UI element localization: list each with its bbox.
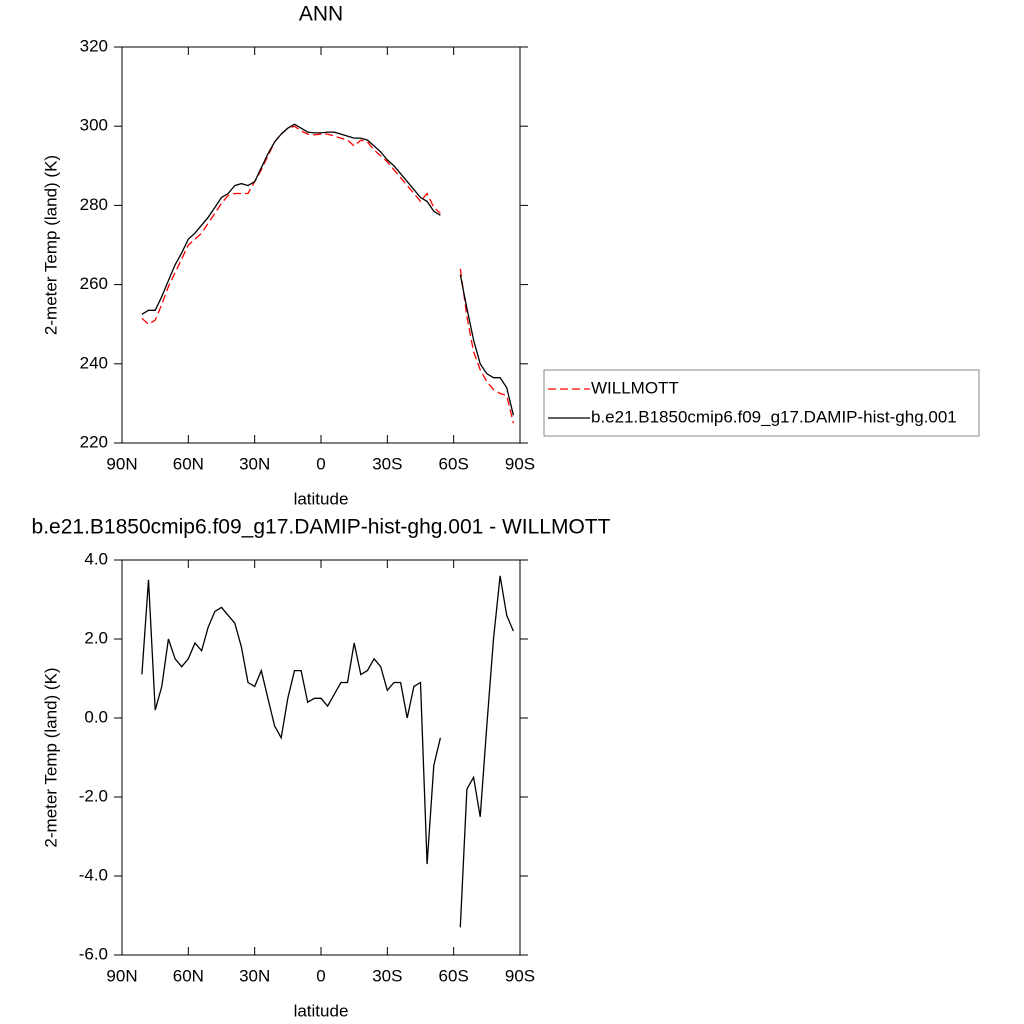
y-axis-label: 2-meter Temp (land) (K)	[41, 667, 60, 847]
y-tick-label: 320	[80, 36, 108, 55]
y-tick-label: 300	[80, 116, 108, 135]
y-tick-label: 240	[80, 353, 108, 372]
y-tick-label: 260	[80, 274, 108, 293]
chart-title: ANN	[299, 3, 343, 26]
y-tick-label: 280	[80, 195, 108, 214]
data-line	[141, 123, 515, 416]
plot-frame	[121, 46, 521, 444]
x-tick-label: 0	[316, 966, 325, 985]
y-tick-label: -2.0	[79, 786, 108, 805]
x-tick-label: 0	[316, 454, 325, 473]
y-tick-label: 4.0	[84, 549, 108, 568]
x-tick-label: 30S	[372, 966, 402, 985]
legend-box	[543, 369, 980, 437]
y-tick-label: 220	[80, 432, 108, 451]
x-axis-label: latitude	[294, 1001, 349, 1020]
x-tick-label: 60N	[173, 966, 204, 985]
x-tick-label: 90N	[106, 966, 137, 985]
data-line	[141, 125, 515, 424]
x-tick-label: 60S	[439, 454, 469, 473]
x-tick-label: 60S	[439, 966, 469, 985]
data-line	[141, 575, 514, 928]
x-tick-label: 30N	[239, 966, 270, 985]
y-tick-label: -4.0	[79, 865, 108, 884]
x-tick-label: 30S	[372, 454, 402, 473]
x-axis-label: latitude	[294, 489, 349, 508]
y-tick-label: 0.0	[84, 707, 108, 726]
y-tick-label: 2.0	[84, 628, 108, 647]
legend-label: b.e21.B1850cmip6.f09_g17.DAMIP-hist-ghg.…	[591, 407, 957, 426]
x-tick-label: 60N	[173, 454, 204, 473]
x-tick-label: 90N	[106, 454, 137, 473]
chart-title: b.e21.B1850cmip6.f09_g17.DAMIP-hist-ghg.…	[32, 516, 611, 539]
y-axis-label: 2-meter Temp (land) (K)	[41, 155, 60, 335]
x-tick-label: 90S	[505, 454, 535, 473]
legend-label: WILLMOTT	[591, 378, 679, 397]
y-tick-label: -6.0	[79, 944, 108, 963]
plot-frame	[121, 559, 521, 956]
x-tick-label: 90S	[505, 966, 535, 985]
x-tick-label: 30N	[239, 454, 270, 473]
